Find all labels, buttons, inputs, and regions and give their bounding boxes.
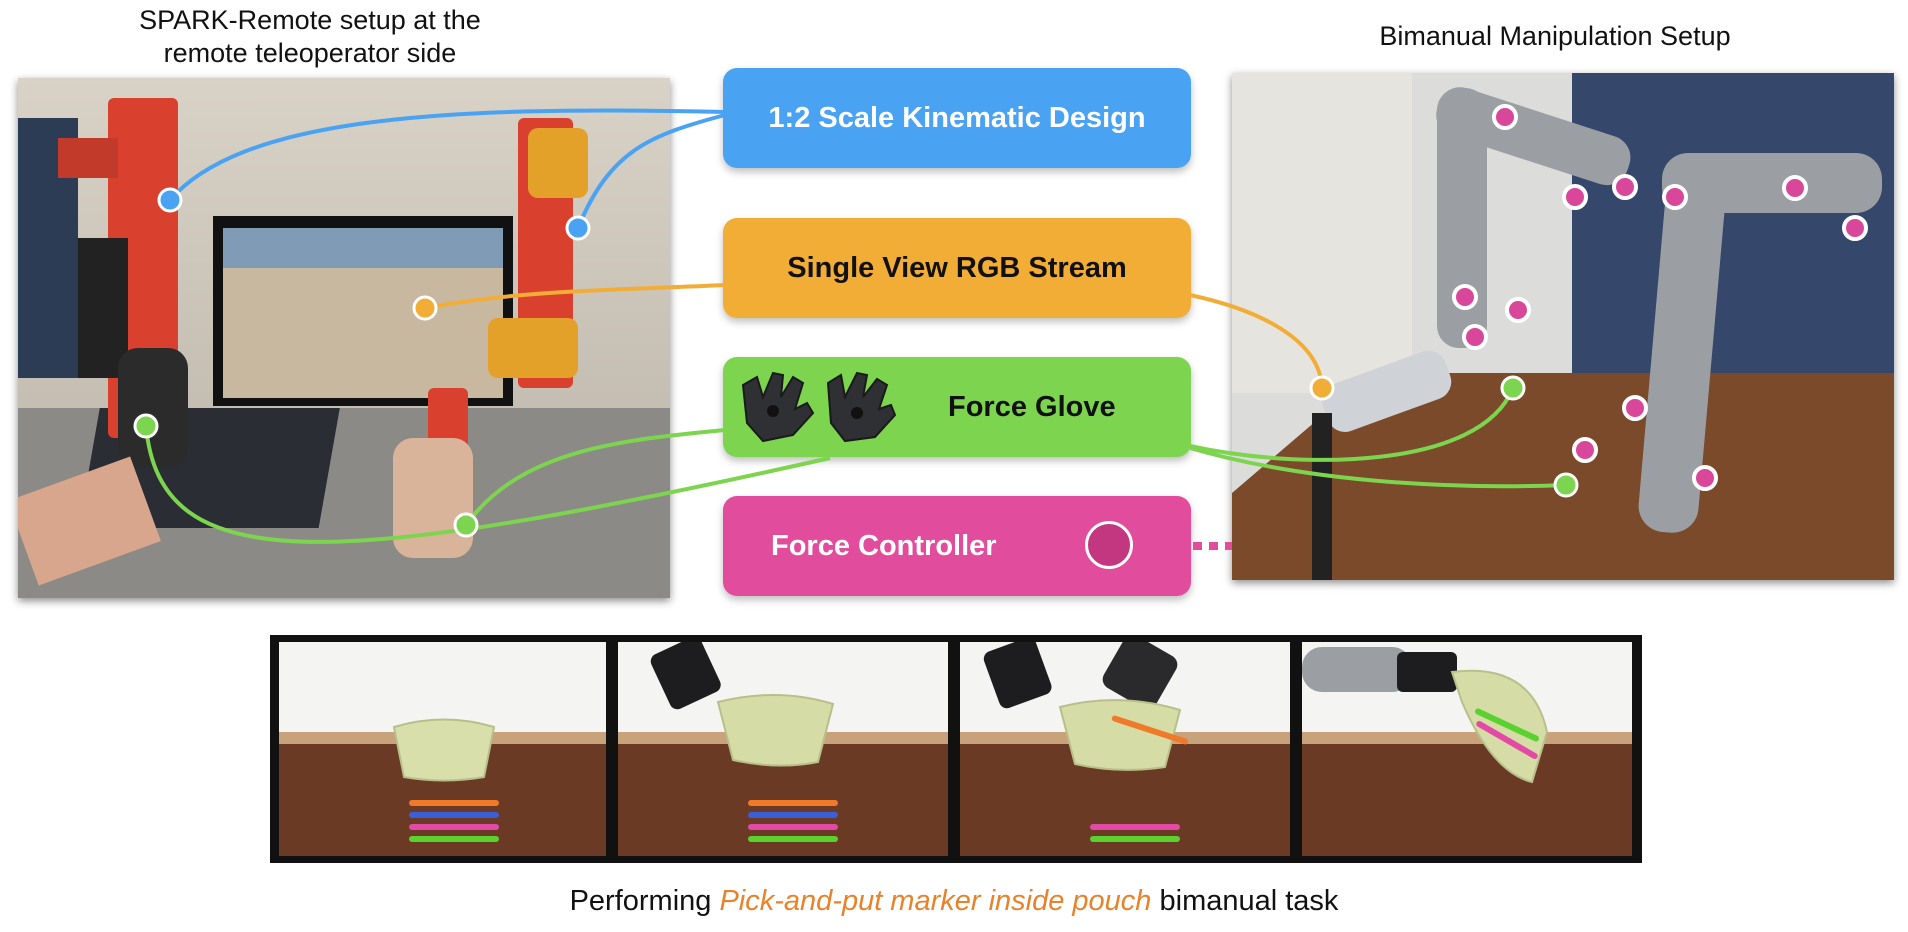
task-frame-1 [279,642,606,856]
caption-task-name: Pick-and-put marker inside pouch [719,885,1152,917]
task-frame-3 [960,642,1290,856]
task-caption: Performing Pick-and-put marker inside po… [0,885,1908,918]
left-photo-title: SPARK-Remote setup at the remote teleope… [60,4,560,70]
teleoperator-scene [18,78,670,598]
glove-icon [741,371,897,443]
task-sequence-strip [270,635,1642,863]
task-frame-2 [618,642,948,856]
caption-prefix: Performing [569,885,720,917]
teleoperator-setup-photo [18,78,670,598]
left-title-line2: remote teleoperator side [163,38,457,68]
left-title-line1: SPARK-Remote setup at the [139,5,481,35]
right-photo-title: Bimanual Manipulation Setup [1379,21,1731,51]
caption-suffix: bimanual task [1151,885,1339,917]
task-frame-4 [1302,642,1632,856]
force-controller-box: Force Controller [723,496,1191,596]
kinematic-design-label: 1:2 Scale Kinematic Design [768,101,1146,134]
force-controller-label: Force Controller [771,529,997,562]
rgb-stream-label: Single View RGB Stream [787,251,1127,284]
rgb-stream-box: Single View RGB Stream [723,218,1191,318]
bimanual-setup-photo [1232,73,1894,580]
force-glove-box: Force Glove [723,357,1191,457]
kinematic-design-box: 1:2 Scale Kinematic Design [723,68,1191,168]
force-glove-label: Force Glove [948,390,1116,423]
bimanual-scene [1232,73,1894,580]
controller-dot-icon [1085,521,1133,569]
